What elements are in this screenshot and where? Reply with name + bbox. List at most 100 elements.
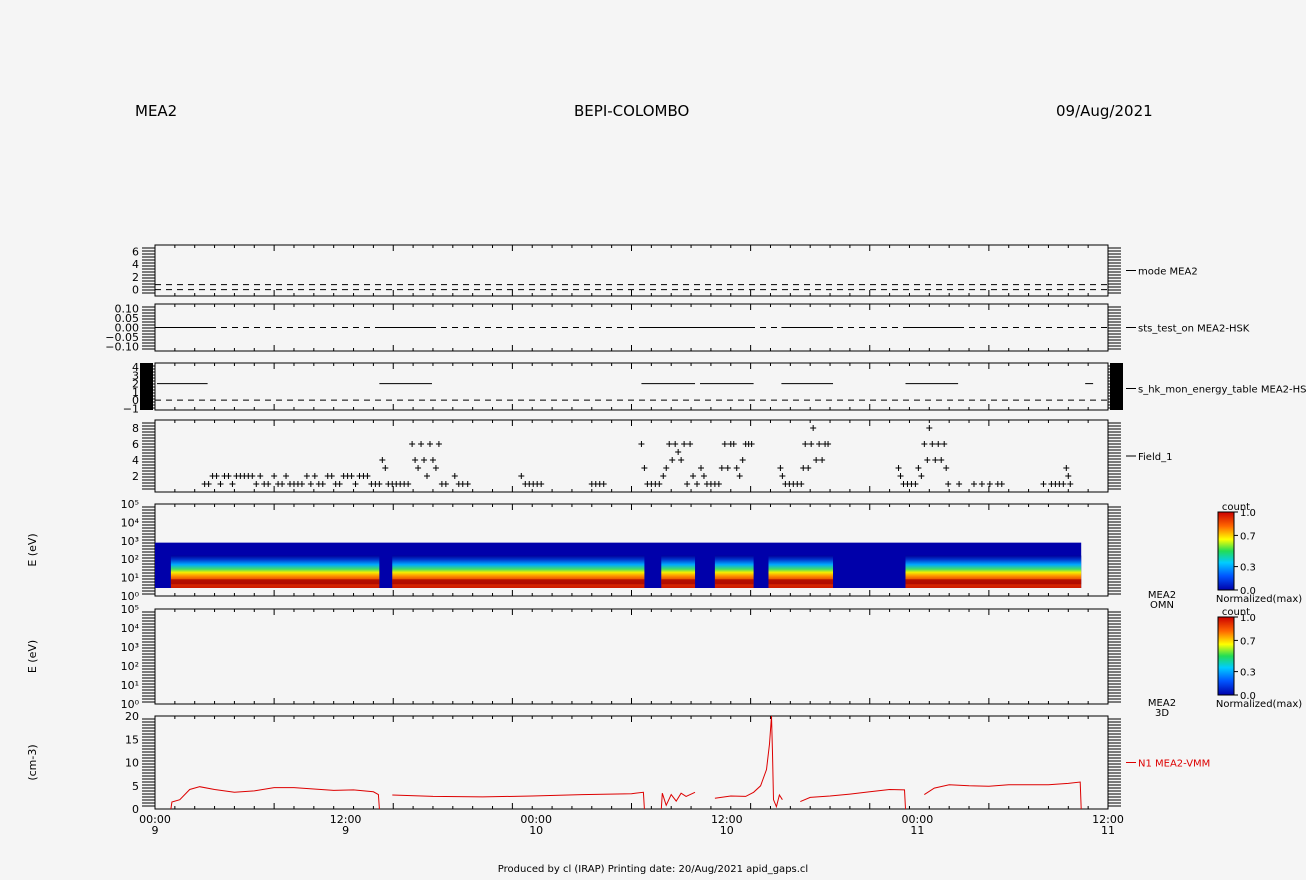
scatter-point [265, 481, 272, 487]
x-tick-label: 00:00 [139, 813, 171, 826]
y-axis-label: E (eV) [26, 640, 39, 673]
colorbar-caption: Normalized(max) [1216, 594, 1302, 605]
spectrogram-peak-band [170, 579, 380, 585]
scatter-point [421, 457, 428, 463]
spectrogram-peak-band [392, 579, 645, 585]
date-title: 09/Aug/2021 [1056, 102, 1153, 120]
scatter-point [970, 481, 977, 487]
scatter-point [924, 457, 931, 463]
x-tick-label: 00:00 [902, 813, 934, 826]
scatter-point [311, 473, 318, 479]
x-tick-day-label: 10 [720, 824, 734, 837]
scatter-point [915, 465, 922, 471]
scatter-point [694, 481, 701, 487]
y-tick-label: 0 [132, 284, 139, 297]
scatter-point [464, 481, 471, 487]
scatter-point [451, 473, 458, 479]
scatter-point [666, 441, 673, 447]
spectrogram-peak-band [661, 579, 696, 585]
scatter-point [249, 473, 256, 479]
scatter-point [412, 457, 419, 463]
scatter-point [802, 441, 809, 447]
y-tick-label: 10³ [121, 641, 139, 654]
scatter-point [718, 465, 725, 471]
scatter-point [376, 481, 383, 487]
scatter-point [1063, 465, 1070, 471]
x-tick-day-label: 11 [910, 824, 924, 837]
scatter-point [298, 481, 305, 487]
scatter-point [895, 465, 902, 471]
y-tick-label: 10¹ [121, 679, 139, 692]
y-tick-label: 10² [121, 553, 139, 566]
scatter-point [697, 465, 704, 471]
panel-label: MEA2 [1148, 698, 1176, 709]
y-tick-label: 20 [125, 710, 139, 723]
scatter-point [943, 465, 950, 471]
scatter-point [724, 465, 731, 471]
scatter-point [777, 465, 784, 471]
scatter-point [600, 481, 607, 487]
scatter-point [319, 481, 326, 487]
y-tick-label: 8 [132, 422, 139, 435]
scatter-point [352, 481, 359, 487]
scatter-point [819, 457, 826, 463]
scatter-point [429, 457, 436, 463]
y-tick-label: 0.05 [115, 312, 140, 325]
scatter-point [690, 473, 697, 479]
density-series [170, 786, 380, 810]
y-tick-label: 10⁵ [121, 603, 139, 616]
scatter-point [303, 473, 310, 479]
scatter-point [998, 481, 1005, 487]
side-block [140, 363, 153, 410]
scatter-point [1067, 481, 1074, 487]
colorbar-tick-label: 0.3 [1240, 668, 1256, 679]
scatter-point [1065, 473, 1072, 479]
y-axis-label: E (eV) [26, 533, 39, 566]
scatter-point [700, 473, 707, 479]
scatter-point [687, 441, 694, 447]
scatter-point [253, 481, 260, 487]
y-tick-label: 6 [132, 245, 139, 258]
density-series [714, 715, 783, 809]
scatter-point [956, 481, 963, 487]
scatter-point [348, 473, 355, 479]
scatter-point [426, 441, 433, 447]
panel-label: OMN [1150, 600, 1174, 611]
scatter-point [660, 473, 667, 479]
x-tick-day-label: 11 [1101, 824, 1115, 837]
scatter-point [748, 441, 755, 447]
y-tick-label: 10⁰ [121, 590, 140, 603]
y-tick-label: −0.10 [105, 340, 139, 353]
scatter-point [813, 457, 820, 463]
y-tick-label: 0.00 [115, 322, 140, 335]
scatter-point [730, 441, 737, 447]
scatter-point [442, 481, 449, 487]
panel-label: 3D [1155, 708, 1169, 719]
scatter-point [418, 441, 425, 447]
scatter-point [225, 473, 232, 479]
scatter-point [364, 473, 371, 479]
x-tick-label: 12:00 [711, 813, 743, 826]
y-tick-label: 15 [125, 733, 139, 746]
panel-label: Field_1 [1138, 452, 1172, 463]
scatter-point [932, 457, 939, 463]
scatter-point [229, 481, 236, 487]
scatter-point [715, 481, 722, 487]
scatter-point [684, 481, 691, 487]
scatter-point [808, 441, 815, 447]
density-series [660, 791, 696, 810]
mission-title: BEPI-COLOMBO [574, 102, 690, 120]
y-tick-label: 5 [132, 780, 139, 793]
scatter-point [405, 481, 412, 487]
scatter-point [675, 449, 682, 455]
panel-frame [154, 608, 1109, 705]
scatter-point [271, 473, 278, 479]
y-tick-label: 1 [132, 386, 139, 399]
scatter-point [733, 465, 740, 471]
y-tick-label: 2 [132, 271, 139, 284]
y-tick-label: 4 [132, 258, 139, 271]
y-tick-label: 4 [132, 454, 139, 467]
scatter-point [926, 425, 933, 431]
colorbar-tick-label: 0.0 [1240, 691, 1256, 702]
